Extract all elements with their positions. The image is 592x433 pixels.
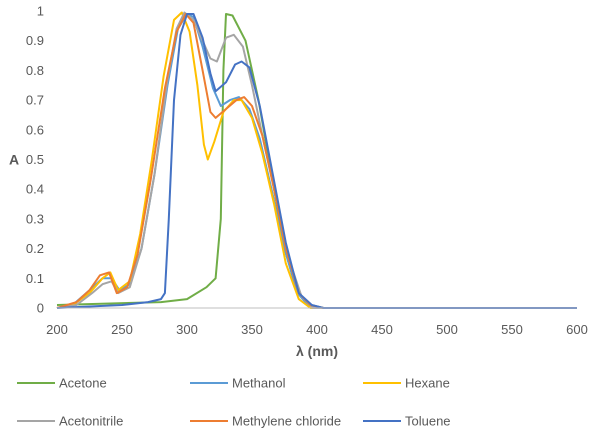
legend-label: Toluene [405,414,451,429]
legend-label: Acetonitrile [59,414,123,429]
legend-label: Acetone [59,376,107,391]
y-tick-label: 0.6 [26,122,44,137]
legend-item: Acetonitrile [17,414,123,429]
y-tick-label: 0.4 [26,182,44,197]
y-tick-label: 0.7 [26,93,44,108]
plot-lines [56,11,577,309]
y-axis-title: A [9,152,19,168]
x-tick-label: 300 [176,322,198,337]
y-tick-label: 0.1 [26,271,44,286]
legend: Acetone Methanol Hexane Acetonitrile Methyle… [17,376,451,429]
x-tick-label: 250 [111,322,133,337]
x-tick-label: 500 [436,322,458,337]
legend-label: Hexane [405,376,450,391]
legend-item: Methanol [190,376,286,391]
x-tick-label: 600 [566,322,588,337]
y-tick-label: 0.8 [26,63,44,78]
series-line-toluene [56,13,577,309]
y-tick-label: 0.3 [26,211,44,226]
x-tick-label: 400 [306,322,328,337]
legend-item: Methylene chloride [190,414,341,429]
y-tick-label: 0 [37,301,44,316]
legend-label: Methanol [232,376,286,391]
legend-item: Hexane [363,376,450,391]
y-tick-label: 0.2 [26,241,44,256]
series-line-methylene-chloride [56,13,577,309]
x-tick-label: 550 [501,322,523,337]
x-tick-label: 450 [371,322,393,337]
legend-item: Toluene [363,414,451,429]
x-axis-ticks: 200 250 300 350 400 450 500 550 600 [46,322,588,337]
y-axis-ticks: 0 0.1 0.2 0.3 0.4 0.5 0.6 0.7 0.8 0.9 1 [26,4,44,316]
x-axis-title: λ (nm) [296,343,338,359]
y-tick-label: 0.9 [26,33,44,48]
y-tick-label: 1 [37,4,44,19]
y-tick-label: 0.5 [26,152,44,167]
x-tick-label: 350 [241,322,263,337]
legend-label: Methylene chloride [232,414,341,429]
series-line-hexane [56,11,577,309]
x-tick-label: 200 [46,322,68,337]
legend-item: Acetone [17,376,107,391]
